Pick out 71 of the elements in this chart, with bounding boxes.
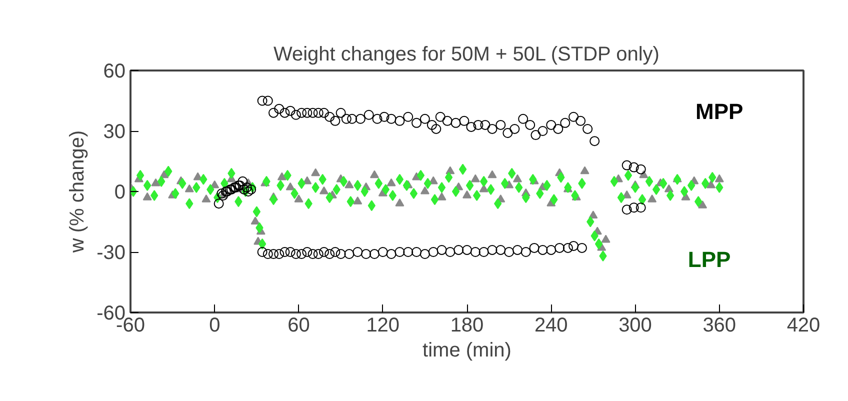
point: [487, 244, 498, 255]
x-tick-label: 180: [450, 314, 484, 336]
annotation: LPP: [688, 246, 731, 272]
point: [386, 249, 396, 260]
point: [428, 247, 438, 257]
point: [280, 247, 290, 257]
point: [285, 247, 296, 257]
point: [318, 247, 329, 257]
point: [538, 244, 548, 255]
y-axis-title: w (% change): [66, 130, 89, 254]
x-tick-label: 60: [288, 314, 310, 336]
point: [470, 247, 480, 257]
point: [520, 247, 531, 257]
point: [628, 202, 639, 213]
point: [445, 247, 456, 257]
x-tick-label: 360: [702, 314, 736, 336]
point: [568, 240, 579, 251]
point: [274, 249, 284, 260]
x-tick-label: 120: [366, 314, 400, 336]
point: [222, 186, 232, 196]
chart-title: Weight changes for 50M + 50L (STDP only): [273, 44, 660, 66]
point: [302, 247, 312, 257]
point: [239, 184, 250, 194]
y-tick-label: 0: [114, 182, 126, 204]
point: [369, 249, 380, 260]
point: [576, 242, 587, 253]
point: [622, 204, 632, 215]
point: [313, 249, 324, 260]
point: [462, 244, 472, 255]
point: [344, 249, 354, 260]
point: [512, 244, 522, 255]
point: [324, 249, 335, 260]
point: [218, 190, 228, 201]
x-tick-label: 420: [786, 314, 820, 336]
point: [262, 249, 273, 260]
x-axis-title: time (min): [422, 340, 512, 362]
point: [352, 247, 363, 257]
point: [546, 244, 556, 255]
point: [268, 249, 279, 260]
point: [529, 242, 540, 253]
x-tick-label: 240: [534, 314, 568, 336]
point: [257, 247, 268, 257]
point: [420, 249, 430, 260]
point: [554, 242, 565, 253]
point: [394, 247, 405, 257]
point: [562, 242, 573, 253]
point: [234, 180, 245, 190]
point: [330, 247, 340, 257]
point: [290, 249, 301, 260]
point: [403, 247, 414, 257]
point: [226, 184, 236, 194]
point: [243, 186, 254, 196]
y-tick-label: 30: [103, 121, 126, 143]
point: [230, 182, 241, 192]
point: [378, 247, 388, 257]
y-tick-label: 60: [103, 60, 126, 82]
point: [336, 249, 346, 260]
x-tick-label: 300: [618, 314, 652, 336]
point: [361, 249, 372, 260]
point: [496, 244, 506, 255]
x-tick-label: 0: [209, 314, 220, 336]
point: [636, 202, 646, 213]
point: [436, 244, 447, 255]
point: [478, 247, 489, 257]
point: [504, 247, 514, 257]
y-tick-label: -30: [96, 242, 126, 264]
annotation: MPP: [696, 99, 744, 124]
point: [296, 249, 307, 260]
point: [412, 247, 422, 257]
point: [454, 244, 464, 255]
point: [308, 249, 318, 260]
